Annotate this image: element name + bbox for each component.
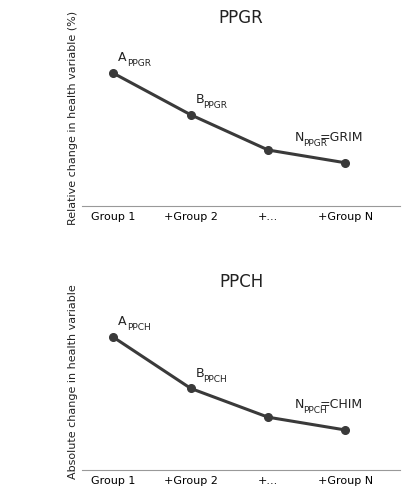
Text: N: N (295, 130, 304, 143)
Text: B: B (195, 366, 204, 380)
Y-axis label: Absolute change in health variable: Absolute change in health variable (68, 284, 78, 480)
Text: =GRIM: =GRIM (320, 130, 363, 143)
Text: A: A (118, 316, 126, 328)
Text: PPGR: PPGR (127, 60, 151, 68)
Y-axis label: Relative change in health variable (%): Relative change in health variable (%) (68, 11, 78, 225)
Text: A: A (118, 52, 126, 64)
Text: PPGR: PPGR (204, 101, 227, 110)
Title: PPCH: PPCH (219, 273, 263, 291)
Title: PPGR: PPGR (219, 9, 263, 27)
Text: PPGR: PPGR (303, 138, 327, 147)
Text: B: B (195, 93, 204, 106)
Text: PPCH: PPCH (303, 406, 327, 415)
Text: =CHIM: =CHIM (320, 398, 363, 411)
Text: N: N (295, 398, 304, 411)
Text: PPCH: PPCH (127, 324, 151, 332)
Text: PPCH: PPCH (204, 374, 227, 384)
